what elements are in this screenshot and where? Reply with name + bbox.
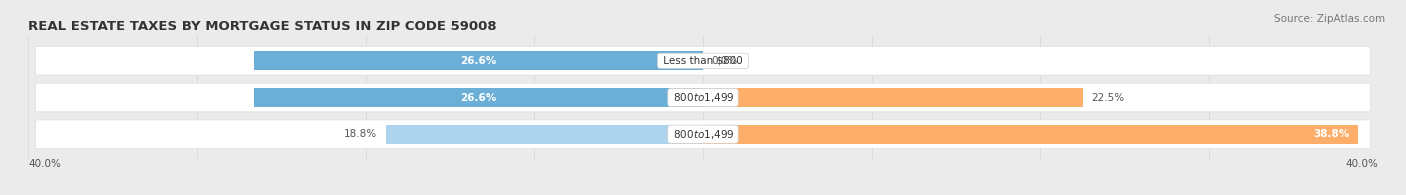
Bar bbox=[385, 125, 703, 144]
Text: Source: ZipAtlas.com: Source: ZipAtlas.com bbox=[1274, 14, 1385, 24]
FancyBboxPatch shape bbox=[35, 83, 1371, 112]
Bar bbox=[254, 51, 703, 70]
Bar bbox=[703, 125, 1358, 144]
Text: 40.0%: 40.0% bbox=[28, 159, 60, 169]
FancyBboxPatch shape bbox=[35, 46, 1371, 75]
Text: REAL ESTATE TAXES BY MORTGAGE STATUS IN ZIP CODE 59008: REAL ESTATE TAXES BY MORTGAGE STATUS IN … bbox=[28, 20, 496, 33]
Text: Less than $800: Less than $800 bbox=[659, 56, 747, 66]
Text: $800 to $1,499: $800 to $1,499 bbox=[671, 128, 735, 141]
Text: 38.8%: 38.8% bbox=[1313, 129, 1350, 139]
Text: 22.5%: 22.5% bbox=[1091, 92, 1125, 103]
Text: 0.0%: 0.0% bbox=[711, 56, 738, 66]
Text: 26.6%: 26.6% bbox=[461, 92, 496, 103]
Bar bbox=[703, 88, 1083, 107]
Bar bbox=[254, 88, 703, 107]
Text: 18.8%: 18.8% bbox=[344, 129, 377, 139]
Text: $800 to $1,499: $800 to $1,499 bbox=[671, 91, 735, 104]
Text: 40.0%: 40.0% bbox=[1346, 159, 1378, 169]
Text: 26.6%: 26.6% bbox=[461, 56, 496, 66]
FancyBboxPatch shape bbox=[35, 120, 1371, 149]
